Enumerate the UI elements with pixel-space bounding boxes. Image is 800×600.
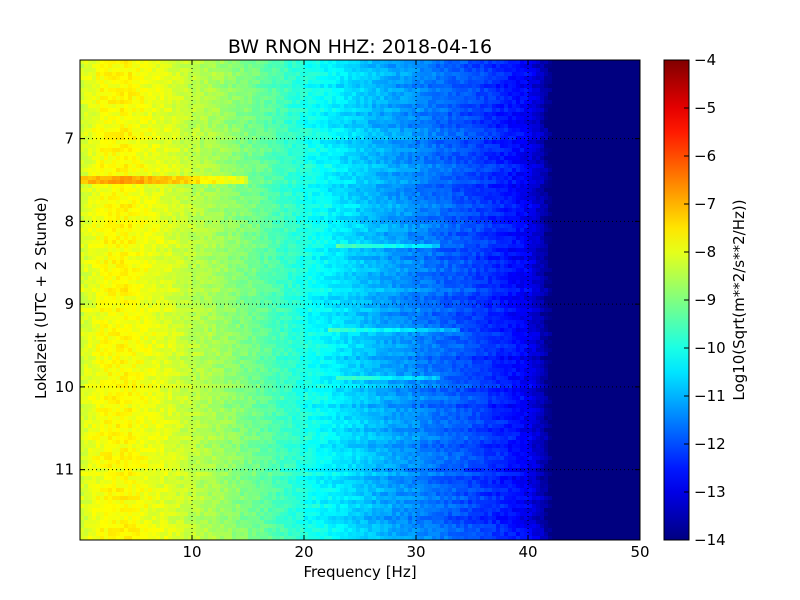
colorbar-tick-label: −7	[694, 195, 716, 213]
colorbar-tick-label: −6	[694, 147, 716, 165]
colorbar-tick-label: −13	[694, 483, 726, 501]
spectrogram-plot-area	[80, 60, 641, 541]
colorbar-tick-label: −4	[694, 51, 716, 69]
y-tick-label: 10	[55, 378, 74, 396]
y-tick-label: 7	[64, 130, 74, 148]
colorbar-ticks: −4 −5 −6 −7 −8 −9 −10 −11 −12 −13 −14	[684, 51, 726, 549]
colorbar-tick-label: −10	[694, 339, 726, 357]
x-tick-label: 50	[630, 543, 649, 561]
colorbar-tick-label: −11	[694, 387, 726, 405]
chart-title: BW RNON HHZ: 2018-04-16	[228, 36, 492, 58]
x-axis-label: Frequency [Hz]	[303, 563, 416, 581]
y-axis-label: Lokalzeit (UTC + 2 Stunde)	[32, 197, 50, 399]
x-tick-label: 20	[294, 543, 313, 561]
colorbar-tick-label: −14	[694, 531, 726, 549]
y-tick-label: 11	[55, 461, 74, 479]
colorbar-tick-label: −9	[694, 291, 716, 309]
x-tick-label: 10	[182, 543, 201, 561]
y-tick-label: 9	[64, 295, 74, 313]
colorbar-tick-label: −8	[694, 243, 716, 261]
x-tick-label: 30	[406, 543, 425, 561]
y-tick-label: 8	[64, 212, 74, 230]
colorbar-label: Log10(Sqrt(m**2/s**2/Hz))	[730, 199, 748, 400]
colorbar-tick-label: −5	[694, 99, 716, 117]
colorbar-tick-label: −12	[694, 435, 726, 453]
x-tick-label: 40	[518, 543, 537, 561]
